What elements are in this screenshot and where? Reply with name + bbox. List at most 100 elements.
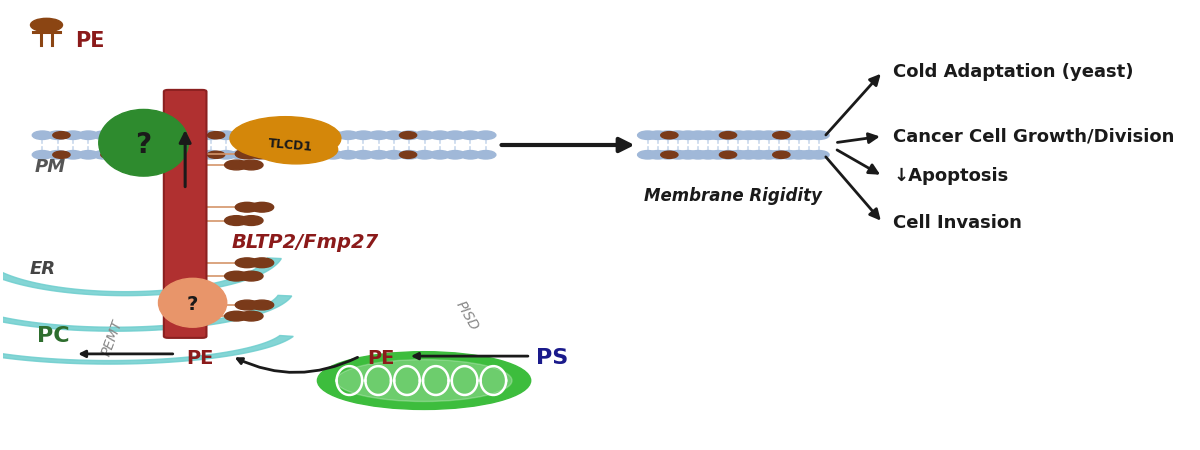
Circle shape — [240, 311, 263, 321]
Circle shape — [232, 151, 251, 159]
Text: PC: PC — [37, 326, 70, 346]
Circle shape — [62, 131, 83, 140]
Circle shape — [773, 132, 790, 139]
Polygon shape — [0, 258, 281, 296]
Text: PEMT: PEMT — [100, 318, 126, 358]
Circle shape — [314, 151, 331, 158]
Circle shape — [688, 151, 708, 159]
Text: ↓Apoptosis: ↓Apoptosis — [893, 167, 1008, 185]
Circle shape — [124, 151, 144, 159]
Circle shape — [277, 151, 298, 159]
Circle shape — [338, 131, 359, 140]
Circle shape — [94, 131, 114, 140]
Circle shape — [648, 151, 668, 159]
Circle shape — [678, 131, 698, 140]
Circle shape — [368, 131, 389, 140]
Circle shape — [708, 131, 728, 140]
Ellipse shape — [158, 279, 227, 327]
Circle shape — [698, 151, 719, 159]
Circle shape — [155, 151, 175, 159]
Circle shape — [109, 131, 128, 140]
Circle shape — [277, 131, 298, 140]
Circle shape — [728, 151, 749, 159]
Circle shape — [430, 131, 450, 140]
Circle shape — [773, 151, 790, 158]
Circle shape — [323, 131, 343, 140]
Circle shape — [758, 151, 779, 159]
Circle shape — [768, 131, 788, 140]
Text: Membrane Rigidity: Membrane Rigidity — [644, 187, 822, 205]
Circle shape — [216, 131, 236, 140]
Circle shape — [799, 131, 820, 140]
Circle shape — [224, 216, 248, 225]
Circle shape — [48, 131, 68, 140]
Circle shape — [101, 132, 118, 139]
Ellipse shape — [254, 135, 337, 164]
Circle shape — [661, 151, 678, 158]
Circle shape — [738, 131, 758, 140]
Circle shape — [788, 151, 809, 159]
Circle shape — [768, 151, 788, 159]
Circle shape — [719, 151, 737, 158]
Circle shape — [235, 149, 259, 159]
Text: PS: PS — [536, 348, 568, 369]
Circle shape — [94, 151, 114, 159]
Circle shape — [475, 151, 496, 159]
Circle shape — [461, 151, 480, 159]
Circle shape — [124, 131, 144, 140]
Circle shape — [262, 151, 282, 159]
Circle shape — [678, 151, 698, 159]
Circle shape — [445, 151, 466, 159]
Circle shape — [809, 151, 829, 159]
Circle shape — [384, 151, 404, 159]
Circle shape — [185, 151, 205, 159]
Circle shape — [200, 131, 221, 140]
Text: PE: PE — [186, 349, 214, 368]
Circle shape — [139, 151, 160, 159]
Circle shape — [30, 18, 62, 32]
Text: Cold Adaptation (yeast): Cold Adaptation (yeast) — [893, 63, 1134, 81]
Circle shape — [809, 131, 829, 140]
Circle shape — [400, 131, 420, 140]
Circle shape — [799, 151, 820, 159]
Circle shape — [62, 151, 83, 159]
FancyBboxPatch shape — [164, 90, 206, 338]
Circle shape — [637, 151, 658, 159]
Ellipse shape — [230, 117, 341, 160]
Circle shape — [155, 131, 175, 140]
Text: BLTP2/Fmp27: BLTP2/Fmp27 — [232, 233, 379, 252]
Circle shape — [414, 131, 434, 140]
Circle shape — [461, 131, 480, 140]
Circle shape — [668, 151, 688, 159]
Text: PE: PE — [76, 31, 104, 50]
Circle shape — [668, 131, 688, 140]
Text: Cancer Cell Growth/Division: Cancer Cell Growth/Division — [893, 127, 1175, 145]
Circle shape — [637, 131, 658, 140]
Circle shape — [688, 131, 708, 140]
Circle shape — [661, 132, 678, 139]
Circle shape — [208, 151, 224, 158]
Circle shape — [78, 131, 98, 140]
Circle shape — [749, 151, 769, 159]
Circle shape — [53, 132, 70, 139]
Circle shape — [200, 151, 221, 159]
Circle shape — [292, 151, 312, 159]
Text: PM: PM — [35, 158, 66, 176]
Circle shape — [788, 131, 809, 140]
Circle shape — [224, 311, 248, 321]
Polygon shape — [0, 333, 293, 364]
Circle shape — [78, 151, 98, 159]
Circle shape — [246, 151, 266, 159]
Text: ?: ? — [187, 296, 198, 315]
Circle shape — [353, 151, 373, 159]
Circle shape — [718, 131, 738, 140]
Circle shape — [170, 151, 190, 159]
Polygon shape — [0, 295, 292, 331]
Circle shape — [53, 151, 70, 158]
Circle shape — [698, 131, 719, 140]
Circle shape — [224, 160, 248, 170]
Circle shape — [185, 131, 205, 140]
Circle shape — [718, 151, 738, 159]
Circle shape — [251, 202, 274, 212]
Circle shape — [338, 151, 359, 159]
